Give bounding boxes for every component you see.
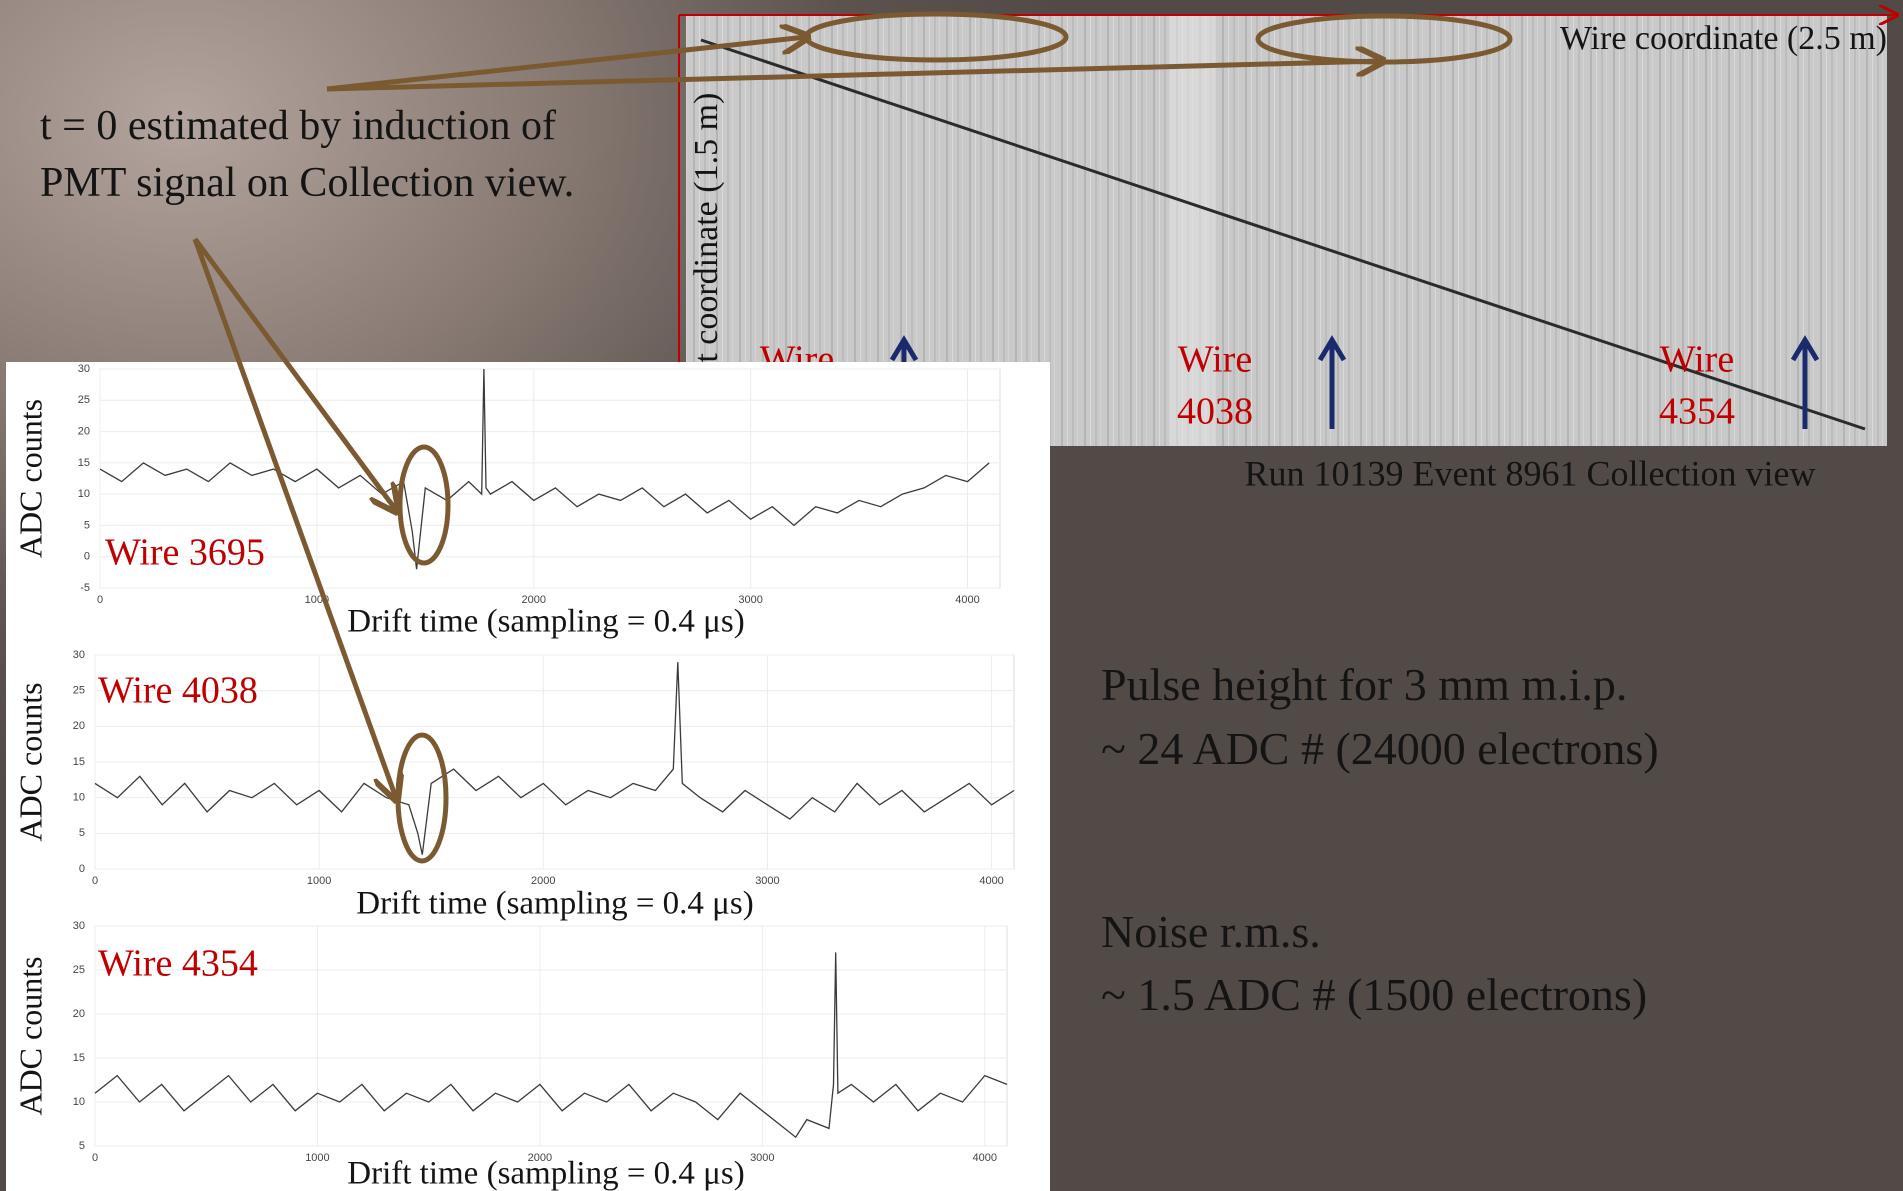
waveform <box>94 662 1015 855</box>
x-tick-label: 0 <box>97 594 103 606</box>
wire-label: Wire <box>1660 339 1734 381</box>
waveform <box>94 952 1008 1139</box>
x-tick-label: 3000 <box>750 1152 774 1164</box>
y-tick-label: 20 <box>78 425 90 437</box>
wire-labels: Wire3695Wire4038Wire4354 <box>759 335 1820 433</box>
y-tick-label: 0 <box>79 863 85 875</box>
y-tick-label: 30 <box>78 363 90 375</box>
y-axis-label: ADC counts <box>12 682 48 841</box>
caption: Run 10139 Event 8961 Collection view <box>1245 453 1816 493</box>
y-tick-label: 25 <box>73 685 85 697</box>
y-tick-label: 10 <box>73 1096 85 1108</box>
y-tick-label: 5 <box>84 519 90 531</box>
x-axis-label: Drift time (sampling = 0.4 μs) <box>356 886 753 922</box>
x-tick-label: 2000 <box>531 875 555 887</box>
wire-number: 4354 <box>1659 391 1735 433</box>
pulse-height: Pulse height for 3 mm m.i.p. <box>1101 659 1628 710</box>
x-tick-label: 2000 <box>528 1152 552 1164</box>
wire-arrow-head <box>1790 335 1820 362</box>
y-tick-label: 10 <box>78 488 90 500</box>
y-tick-label: 30 <box>73 920 85 932</box>
y-tick-label: 30 <box>73 649 85 661</box>
x-axis-label: Drift time (sampling = 0.4 μs) <box>347 1156 744 1191</box>
waveform <box>99 368 990 570</box>
arrow <box>326 61 1381 92</box>
x-tick-label: 1000 <box>307 875 331 887</box>
annotation-arrows <box>192 11 1513 864</box>
y-tick-label: 15 <box>73 756 85 768</box>
wire-arrow-head <box>889 335 919 362</box>
t0-annotation: t = 0 estimated by induction of PMT sign… <box>40 103 575 206</box>
arrow <box>192 238 396 798</box>
noise-value: ~ 1.5 ADC # (1500 electrons) <box>1101 969 1648 1020</box>
x-tick-label: 4000 <box>955 594 979 606</box>
y-tick-label: 15 <box>73 1052 85 1064</box>
x-tick-label: 4000 <box>979 875 1003 887</box>
x-tick-label: 3000 <box>755 875 779 887</box>
x-axis-label: Drift time (sampling = 0.4 μs) <box>347 604 744 640</box>
noise: Noise r.m.s. <box>1101 906 1321 957</box>
wire-annotation: Wire 4038 <box>98 670 258 712</box>
wire-annotation: Wire 4354 <box>98 943 258 985</box>
y-tick-label: 25 <box>73 964 85 976</box>
wire-label: Wire <box>1178 339 1252 381</box>
y-axis-label: ADC counts <box>12 399 48 558</box>
y-tick-label: 15 <box>78 457 90 469</box>
x-tick-label: 3000 <box>738 594 762 606</box>
x-tick-label: 0 <box>92 1152 98 1164</box>
y-tick-label: 25 <box>78 394 90 406</box>
pulse-value: ~ 24 ADC # (24000 electrons) <box>1101 723 1659 774</box>
y-tick-label: 20 <box>73 1008 85 1020</box>
y-tick-label: -5 <box>80 582 90 594</box>
x-tick-label: 2000 <box>521 594 545 606</box>
wire-annotation: Wire 3695 <box>105 532 265 574</box>
wire-axis-label: Wire coordinate (2.5 m) <box>1560 20 1887 57</box>
y-tick-label: 10 <box>73 792 85 804</box>
arrow <box>326 37 806 92</box>
y-tick-label: 20 <box>73 720 85 732</box>
noisy-band <box>1170 15 1215 446</box>
wire-arrow-head <box>1317 335 1347 362</box>
chart-panel <box>6 362 1050 1191</box>
y-tick-label: 5 <box>79 1140 85 1152</box>
arrow <box>192 237 396 510</box>
x-tick-label: 1000 <box>305 1152 329 1164</box>
track <box>700 38 1866 431</box>
wire-number: 4038 <box>1177 391 1253 433</box>
y-tick-label: 0 <box>84 551 90 563</box>
y-axis-label: ADC counts <box>12 956 48 1115</box>
y-tick-label: 5 <box>79 827 85 839</box>
x-tick-label: 0 <box>92 875 98 887</box>
x-tick-label: 4000 <box>973 1152 997 1164</box>
